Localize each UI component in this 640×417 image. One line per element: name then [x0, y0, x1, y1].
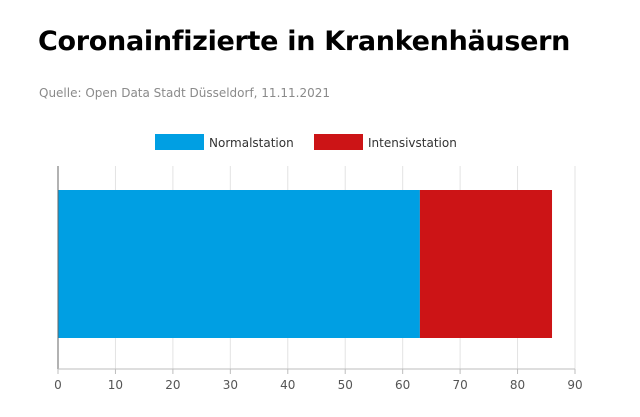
legend-swatch-normalstation — [155, 134, 204, 150]
legend-swatch-intensivstation — [314, 134, 363, 150]
legend-label-intensivstation: Intensivstation — [368, 136, 457, 150]
legend: Normalstation Intensivstation — [155, 134, 457, 150]
bars — [58, 190, 553, 338]
x-tick-label: 70 — [452, 378, 467, 392]
bar-normalstation — [58, 190, 420, 338]
bar-intensivstation — [419, 190, 553, 338]
x-tick-label: 90 — [567, 378, 582, 392]
x-tick-label: 80 — [510, 378, 525, 392]
page-title: Coronainfizierte in Krankenhäusern — [38, 26, 571, 57]
x-tick-label: 20 — [165, 378, 180, 392]
x-axis: 0 10 20 30 40 50 60 70 80 90 — [54, 166, 583, 392]
legend-label-normalstation: Normalstation — [209, 136, 294, 150]
x-tick-label: 30 — [223, 378, 238, 392]
x-tick-label: 60 — [395, 378, 410, 392]
x-tick-label: 0 — [54, 378, 62, 392]
x-tick-label: 50 — [338, 378, 353, 392]
source-note: Quelle: Open Data Stadt Düsseldorf, 11.1… — [39, 86, 331, 100]
x-tick-label: 10 — [108, 378, 123, 392]
x-tick-label: 40 — [280, 378, 295, 392]
